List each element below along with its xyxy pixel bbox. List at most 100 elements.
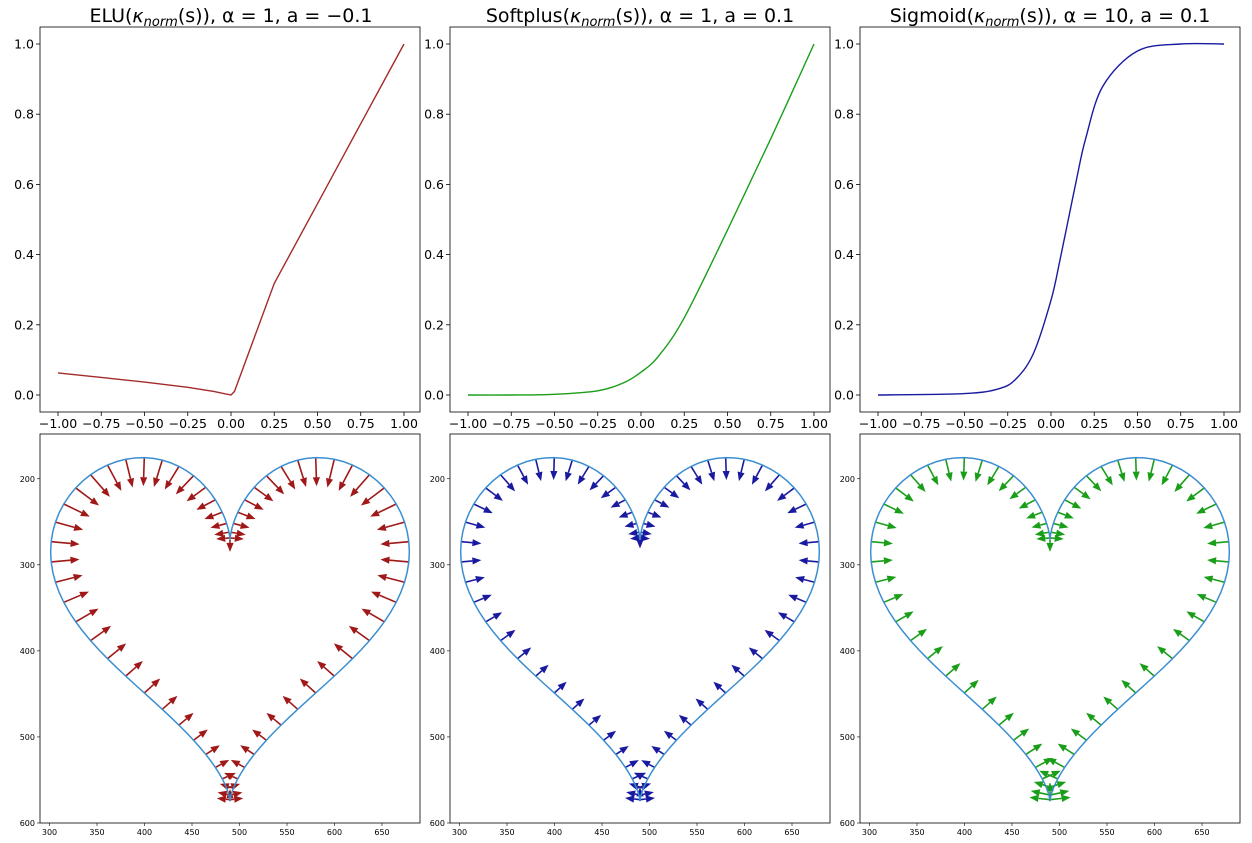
quiver-arrow-head — [681, 481, 691, 491]
quiver-arrow-shaft — [618, 499, 626, 505]
quiver-arrow-shaft — [355, 474, 371, 491]
quiver-arrow-head — [204, 512, 215, 520]
quiver-arrow-head — [232, 790, 243, 798]
quiver-arrow-head — [230, 759, 241, 768]
panel-title-softplus: Softplus(κnorm(s)), α = 1, a = 0.1 — [486, 5, 794, 30]
quiver-arrow-shaft — [181, 475, 195, 489]
quiver-arrow-shaft — [385, 521, 405, 529]
quiver-arrow-shaft — [1179, 633, 1190, 642]
quiver-arrow-shaft — [571, 703, 579, 710]
quiver-arrow-head — [591, 714, 602, 724]
quiver-arrow-shaft — [1145, 668, 1155, 677]
quiver-arrow-head — [1057, 743, 1068, 752]
quiver-arrow-shaft — [875, 578, 888, 584]
quiver-arrow-shaft — [770, 474, 781, 486]
y-tick-label: 0.6 — [14, 177, 34, 192]
x-tick-label: 0.75 — [757, 416, 785, 431]
quiver-arrow-shaft — [1041, 773, 1053, 780]
quiver-arrow-shaft — [875, 521, 889, 527]
quiver-arrow-head — [887, 522, 897, 530]
quiver-arrow-head — [1026, 511, 1036, 519]
quiver-arrow-head — [1061, 794, 1071, 802]
x-tick-label: −0.75 — [902, 416, 940, 431]
x-tick-label: 0.75 — [347, 416, 375, 431]
quiver-arrow-head — [600, 490, 611, 499]
quiver-arrow-shaft — [223, 531, 230, 535]
quiver-arrow-head — [904, 493, 914, 502]
quiver-arrow-head — [116, 643, 127, 652]
y-tick-label: 0.6 — [834, 177, 854, 192]
y-tick-label: 0.2 — [14, 317, 34, 332]
quiver-arrow-head — [640, 534, 650, 542]
x-tick-label: 350 — [499, 828, 514, 837]
quiver-arrow-shaft — [534, 459, 540, 473]
quiver-arrow-shaft — [658, 750, 665, 756]
quiver-arrow-head — [624, 520, 635, 528]
quiver-arrow-shaft — [340, 648, 353, 660]
quiver-arrow-shaft — [1085, 475, 1096, 486]
quiver-arrow-head — [151, 678, 161, 688]
x-tick-label: −0.75 — [82, 416, 120, 431]
x-tick-label: 650 — [1194, 828, 1209, 837]
quiver-arrow-head — [1139, 663, 1149, 672]
quiver-arrow-shaft — [603, 735, 610, 741]
quiver-arrow-head — [575, 698, 585, 708]
x-tick-label: 0.25 — [670, 416, 698, 431]
quiver-arrow-head — [377, 574, 387, 581]
x-tick-label: 450 — [1004, 828, 1019, 837]
quiver-arrow-head — [153, 477, 161, 487]
quiver-arrow-head — [625, 795, 635, 803]
quiver-arrow-head — [713, 681, 723, 691]
x-tick-label: 350 — [89, 828, 104, 837]
x-tick-label: 300 — [452, 828, 467, 837]
quiver-arrow-head — [520, 475, 529, 485]
quiver-arrow-shaft — [465, 521, 477, 526]
quiver-arrow-head — [101, 625, 112, 635]
y-tick-label: 0.4 — [834, 247, 854, 262]
quiver-arrow-shaft — [1212, 578, 1225, 584]
quiver-arrow-head — [350, 487, 359, 497]
y-tick-label: 1.0 — [424, 37, 444, 52]
quiver-arrow-shaft — [675, 475, 685, 485]
quiver-arrow-head — [1186, 611, 1196, 620]
panel-title-elu: ELU(κnorm(s)), α = 1, a = −0.1 — [89, 5, 372, 30]
quiver-arrow-head — [798, 557, 808, 565]
quiver-arrow-head — [360, 497, 371, 506]
quiver-arrow-shaft — [1127, 685, 1137, 694]
quiver-arrow-shaft — [296, 459, 305, 479]
quiver-arrow-head — [795, 576, 805, 583]
y-tick-label: 0.4 — [424, 247, 444, 262]
quiver-arrow-head — [651, 745, 661, 754]
quiver-arrow-head — [1056, 781, 1067, 789]
quiver-arrow-shaft — [737, 670, 745, 677]
quiver-arrow-shaft — [567, 459, 574, 473]
y-tick-label: 0.0 — [834, 388, 854, 403]
quiver-arrow-head — [252, 729, 262, 738]
quiver-arrow-head — [493, 492, 503, 501]
quiver-arrow-head — [126, 477, 134, 488]
quiver-arrow-head — [380, 556, 390, 564]
quiver-arrow-shaft — [553, 687, 561, 694]
quiver-arrow-head — [777, 492, 787, 501]
quiver-arrow-shaft — [626, 511, 633, 515]
quiver-arrow-head — [299, 678, 309, 688]
quiver-arrow-head — [618, 510, 629, 518]
x-tick-label: 600 — [737, 828, 752, 837]
quiver-arrow-head — [1033, 781, 1044, 789]
quiver-arrow-shaft — [1053, 522, 1061, 526]
quiver-arrow-head — [678, 714, 689, 724]
quiver-arrow-shaft — [581, 465, 590, 478]
quiver-arrow-head — [550, 470, 558, 481]
axes-frame — [39, 433, 421, 824]
quiver-arrow-head — [694, 475, 703, 485]
x-tick-label: −0.25 — [989, 416, 1027, 431]
quiver-arrow-head — [140, 477, 148, 487]
quiver-arrow-shaft — [783, 487, 795, 497]
quiver-arrow-head — [1157, 646, 1167, 655]
quiver-arrow-shaft — [1215, 559, 1229, 563]
quiver-arrow-head — [164, 479, 173, 490]
x-tick-label: 0.25 — [1080, 416, 1108, 431]
x-tick-label: −1.00 — [859, 416, 897, 431]
quiver-arrow-shaft — [796, 597, 807, 604]
quiver-arrow-head — [1019, 728, 1030, 737]
